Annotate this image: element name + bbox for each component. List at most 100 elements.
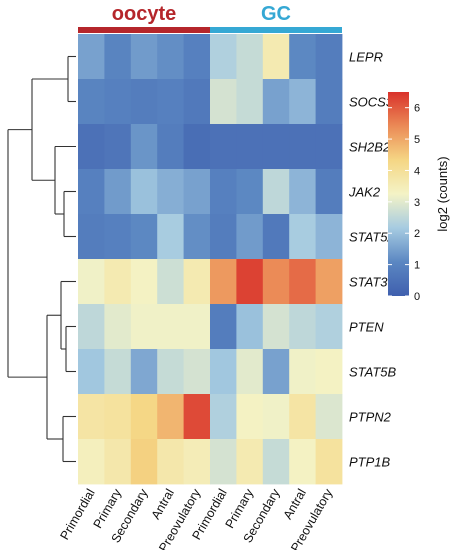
heatmap-cell bbox=[315, 439, 343, 485]
heatmap-cell bbox=[210, 439, 237, 485]
row-label: STAT5A bbox=[349, 230, 396, 245]
group-bar-oocyte bbox=[78, 27, 210, 33]
colorbar-tick-label: 6 bbox=[414, 103, 420, 115]
heatmap-cell bbox=[104, 124, 132, 170]
heatmap-cell bbox=[315, 124, 343, 170]
heatmap-cell bbox=[210, 349, 237, 395]
heatmap-cell bbox=[130, 439, 158, 485]
heatmap-cell bbox=[104, 304, 132, 350]
heatmap-cell bbox=[104, 394, 132, 440]
heatmap-cell bbox=[210, 304, 237, 350]
column-group-bars: oocyte GC bbox=[78, 3, 342, 33]
row-label: LEPR bbox=[349, 50, 383, 65]
colorbar: 0 1 2 3 4 5 6 log2 (counts) bbox=[388, 92, 450, 303]
heatmap-cell bbox=[262, 259, 290, 305]
heatmap-cell bbox=[78, 394, 105, 440]
heatmap-cell bbox=[210, 169, 237, 215]
heatmap-cell bbox=[236, 304, 264, 350]
heatmap-cell bbox=[157, 79, 184, 125]
row-label: PTP1B bbox=[349, 455, 391, 470]
heatmap-cell bbox=[210, 124, 237, 170]
heatmap-cell bbox=[130, 79, 158, 125]
heatmap-cell bbox=[104, 349, 132, 395]
row-labels: LEPR SOCS3 SH2B2 JAK2 STAT5A STAT3 PTEN STAT5B P… bbox=[348, 50, 397, 470]
row-dendrogram bbox=[7, 55, 76, 463]
heatmap-cell bbox=[315, 304, 343, 350]
heatmap-cell bbox=[262, 304, 290, 350]
heatmap-cell bbox=[315, 34, 343, 80]
heatmap-cell bbox=[315, 259, 343, 305]
heatmap-cell bbox=[78, 304, 105, 350]
heatmap-cell bbox=[130, 124, 158, 170]
row-label: SH2B2 bbox=[349, 140, 391, 155]
heatmap-cell bbox=[183, 259, 211, 305]
colorbar-tick-label: 2 bbox=[414, 228, 420, 240]
heatmap-cell bbox=[289, 34, 316, 80]
row-label: PTPN2 bbox=[349, 410, 392, 425]
group-label-oocyte: oocyte bbox=[112, 3, 176, 25]
column-label: Antral bbox=[281, 487, 309, 522]
colorbar-tick-label: 1 bbox=[414, 260, 420, 272]
heatmap-cell bbox=[262, 214, 290, 260]
heatmap-cell bbox=[130, 214, 158, 260]
heatmap-cell bbox=[289, 124, 316, 170]
heatmap-cell bbox=[157, 214, 184, 260]
heatmap-cell bbox=[104, 439, 132, 485]
colorbar-gradient bbox=[388, 92, 409, 296]
heatmap-cell bbox=[78, 124, 105, 170]
heatmap-cell bbox=[104, 169, 132, 215]
heatmap-cell bbox=[262, 124, 290, 170]
heatmap-cell bbox=[78, 79, 105, 125]
heatmap-cell bbox=[210, 214, 237, 260]
heatmap-cell bbox=[130, 259, 158, 305]
heatmap-cell bbox=[104, 214, 132, 260]
heatmap-cell bbox=[236, 394, 264, 440]
heatmap-cell bbox=[236, 349, 264, 395]
colorbar-tick-label: 5 bbox=[414, 134, 420, 146]
heatmap-cell bbox=[236, 439, 264, 485]
heatmap-cell bbox=[262, 34, 290, 80]
colorbar-tick-label: 0 bbox=[414, 291, 420, 303]
heatmap-cell bbox=[262, 169, 290, 215]
heatmap-cell bbox=[104, 34, 132, 80]
heatmap-cell bbox=[78, 259, 105, 305]
heatmap-cell bbox=[210, 259, 237, 305]
heatmap-cell bbox=[289, 214, 316, 260]
colorbar-tick-label: 4 bbox=[414, 165, 420, 177]
heatmap-cell bbox=[157, 304, 184, 350]
heatmap-cell bbox=[315, 214, 343, 260]
heatmap-cell bbox=[289, 394, 316, 440]
heatmap-cell bbox=[78, 169, 105, 215]
heatmap-cell bbox=[78, 34, 105, 80]
heatmap-cell bbox=[236, 79, 264, 125]
heatmap-cell bbox=[183, 34, 211, 80]
column-label: Antral bbox=[149, 487, 177, 522]
column-labels: PrimordialPrimarySecondaryAntralPreovula… bbox=[58, 486, 336, 550]
heatmap-cell bbox=[289, 439, 316, 485]
heatmap-cell bbox=[104, 259, 132, 305]
heatmap-cell bbox=[210, 79, 237, 125]
heatmap-cell bbox=[289, 79, 316, 125]
heatmap-cell bbox=[262, 349, 290, 395]
row-label: PTEN bbox=[349, 320, 384, 335]
heatmap-cell bbox=[183, 169, 211, 215]
heatmap-cell bbox=[236, 259, 264, 305]
heatmap-cell bbox=[262, 439, 290, 485]
heatmap-cell bbox=[262, 394, 290, 440]
heatmap-cell bbox=[157, 34, 184, 80]
heatmap-cell bbox=[78, 214, 105, 260]
heatmap-cell bbox=[130, 394, 158, 440]
heatmap-cell bbox=[157, 394, 184, 440]
heatmap-cell bbox=[236, 124, 264, 170]
group-bar-gc bbox=[210, 27, 342, 33]
heatmap-cell bbox=[315, 169, 343, 215]
heatmap-cell bbox=[210, 394, 237, 440]
heatmap-cell bbox=[183, 439, 211, 485]
heatmap-cell bbox=[157, 124, 184, 170]
heatmap-cell bbox=[130, 34, 158, 80]
heatmap-cell bbox=[157, 169, 184, 215]
row-label: STAT3 bbox=[349, 275, 388, 290]
heatmap-cell bbox=[289, 304, 316, 350]
heatmap-cell bbox=[104, 79, 132, 125]
